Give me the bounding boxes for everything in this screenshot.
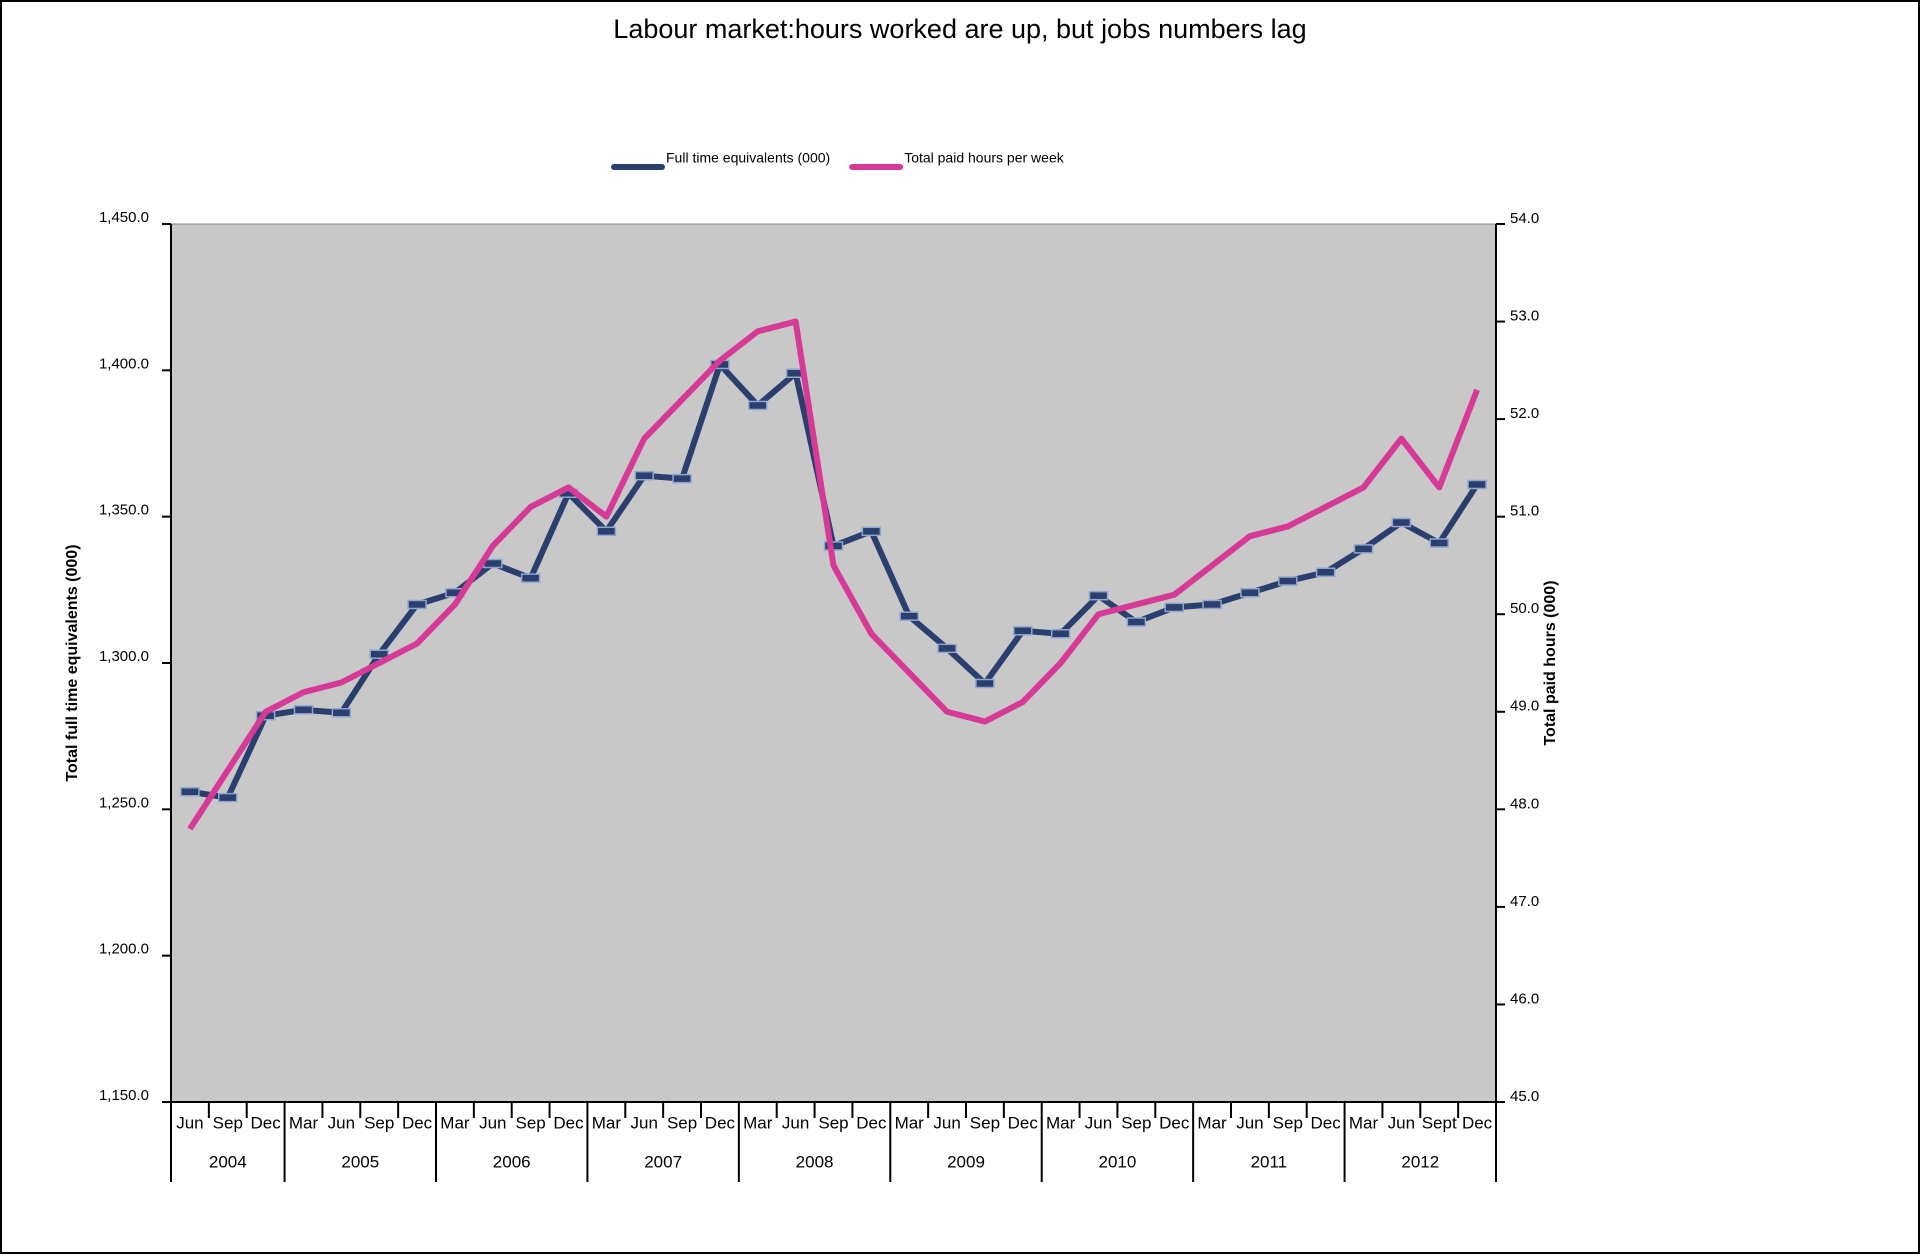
y-tick-label: 1,400.0: [99, 355, 149, 372]
year-label: 2011: [1251, 1152, 1288, 1171]
point-marker: [1240, 588, 1260, 598]
x-tick-label: Mar: [1349, 1113, 1379, 1132]
point-marker: [331, 708, 352, 718]
y-tick-label: 1,300.0: [99, 648, 149, 665]
x-tick-label: Jun: [782, 1113, 809, 1132]
x-tick-label: Jun: [328, 1113, 355, 1132]
point-marker: [520, 573, 541, 583]
x-tick-label: Dec: [251, 1113, 282, 1132]
point-marker: [748, 400, 768, 411]
x-tick-label: Jun: [176, 1113, 203, 1132]
x-tick-label: Dec: [402, 1113, 433, 1132]
legend-label: Total paid hours per week: [904, 150, 1065, 166]
legend-label: Full time equivalents (000): [666, 150, 830, 166]
x-tick-label: Dec: [1462, 1113, 1493, 1132]
y-tick-label: 1,150.0: [99, 1087, 149, 1104]
x-tick-label: Dec: [705, 1113, 736, 1132]
y2-tick-label: 53.0: [1510, 308, 1539, 325]
point-marker: [899, 611, 919, 621]
point-marker: [1353, 544, 1374, 554]
y2-tick-label: 50.0: [1510, 600, 1539, 617]
y2-tick-label: 51.0: [1510, 503, 1539, 520]
series-line: [187, 318, 1480, 831]
x-tick-label: Mar: [289, 1113, 319, 1132]
year-label: 2010: [1099, 1152, 1137, 1171]
year-label: 2004: [209, 1152, 247, 1171]
y-tick-label: 1,200.0: [99, 941, 149, 958]
year-label: 2006: [493, 1152, 531, 1171]
year-label: 2007: [644, 1152, 682, 1171]
point-marker: [975, 678, 995, 689]
x-tick-label: Sep: [667, 1113, 697, 1132]
point-marker: [1278, 576, 1298, 586]
y2-tick-label: 48.0: [1510, 795, 1539, 812]
y2-tick-label: 54.0: [1510, 210, 1539, 227]
x-tick-label: Mar: [1197, 1113, 1227, 1132]
point-marker: [937, 643, 957, 654]
point-marker: [1088, 590, 1109, 601]
x-tick-label: Dec: [856, 1113, 887, 1132]
x-tick-label: Sept: [1422, 1113, 1457, 1132]
year-label: 2005: [341, 1152, 379, 1171]
point-marker: [861, 526, 882, 537]
x-tick-label: Mar: [1046, 1113, 1076, 1132]
point-marker: [1050, 628, 1071, 639]
y-tick-label: 1,250.0: [99, 794, 149, 811]
y2-tick-label: 49.0: [1510, 698, 1539, 715]
point-marker: [1164, 602, 1184, 613]
point-marker: [1315, 567, 1336, 578]
year-label: 2009: [947, 1152, 985, 1171]
y2-tick-label: 46.0: [1510, 990, 1539, 1007]
y2-axis-title: Total paid hours (000): [1542, 580, 1559, 745]
x-tick-label: Jun: [631, 1113, 658, 1132]
x-tick-label: Mar: [592, 1113, 622, 1132]
x-tick-label: Sep: [818, 1113, 848, 1132]
point-marker: [1391, 517, 1412, 528]
x-tick-label: Mar: [743, 1113, 773, 1132]
point-marker: [369, 649, 389, 659]
year-label: 2012: [1401, 1152, 1439, 1171]
x-tick-label: Sep: [364, 1113, 394, 1132]
y2-tick-label: 45.0: [1510, 1088, 1539, 1105]
y-tick-label: 1,350.0: [99, 502, 149, 519]
chart-title: Labour market:hours worked are up, but j…: [613, 14, 1306, 44]
x-tick-label: Sep: [1273, 1113, 1303, 1132]
point-marker: [293, 705, 314, 715]
y2-tick-label: 47.0: [1510, 893, 1539, 910]
x-tick-label: Dec: [1311, 1113, 1342, 1132]
point-marker: [218, 792, 238, 803]
x-tick-label: Mar: [895, 1113, 925, 1132]
point-marker: [1467, 479, 1487, 490]
point-marker: [672, 473, 692, 484]
x-tick-label: Jun: [933, 1113, 960, 1132]
x-tick-label: Mar: [440, 1113, 470, 1132]
point-marker: [180, 787, 200, 797]
y-tick-label: 1,450.0: [99, 209, 149, 226]
point-marker: [596, 526, 617, 537]
x-tick-label: Sep: [970, 1113, 1000, 1132]
x-tick-label: Jun: [1236, 1113, 1263, 1132]
x-tick-label: Dec: [1159, 1113, 1190, 1132]
point-marker: [1126, 617, 1147, 627]
x-tick-label: Dec: [1008, 1113, 1039, 1132]
x-tick-label: Jun: [1388, 1113, 1415, 1132]
point-marker: [1013, 626, 1033, 636]
plot-area: [170, 223, 1497, 1103]
year-label: 2008: [796, 1152, 834, 1171]
x-tick-label: Sep: [213, 1113, 243, 1132]
point-marker: [634, 470, 654, 481]
x-tick-label: Jun: [1085, 1113, 1112, 1132]
y2-tick-label: 52.0: [1510, 405, 1539, 422]
point-marker: [1429, 538, 1449, 548]
x-tick-label: Sep: [516, 1113, 546, 1132]
point-marker: [407, 599, 427, 610]
x-tick-label: Dec: [553, 1113, 584, 1132]
x-tick-label: Sep: [1121, 1113, 1151, 1132]
x-tick-label: Jun: [479, 1113, 506, 1132]
point-marker: [1202, 599, 1222, 610]
y-axis-title: Total full time equivalents (000): [64, 544, 81, 781]
